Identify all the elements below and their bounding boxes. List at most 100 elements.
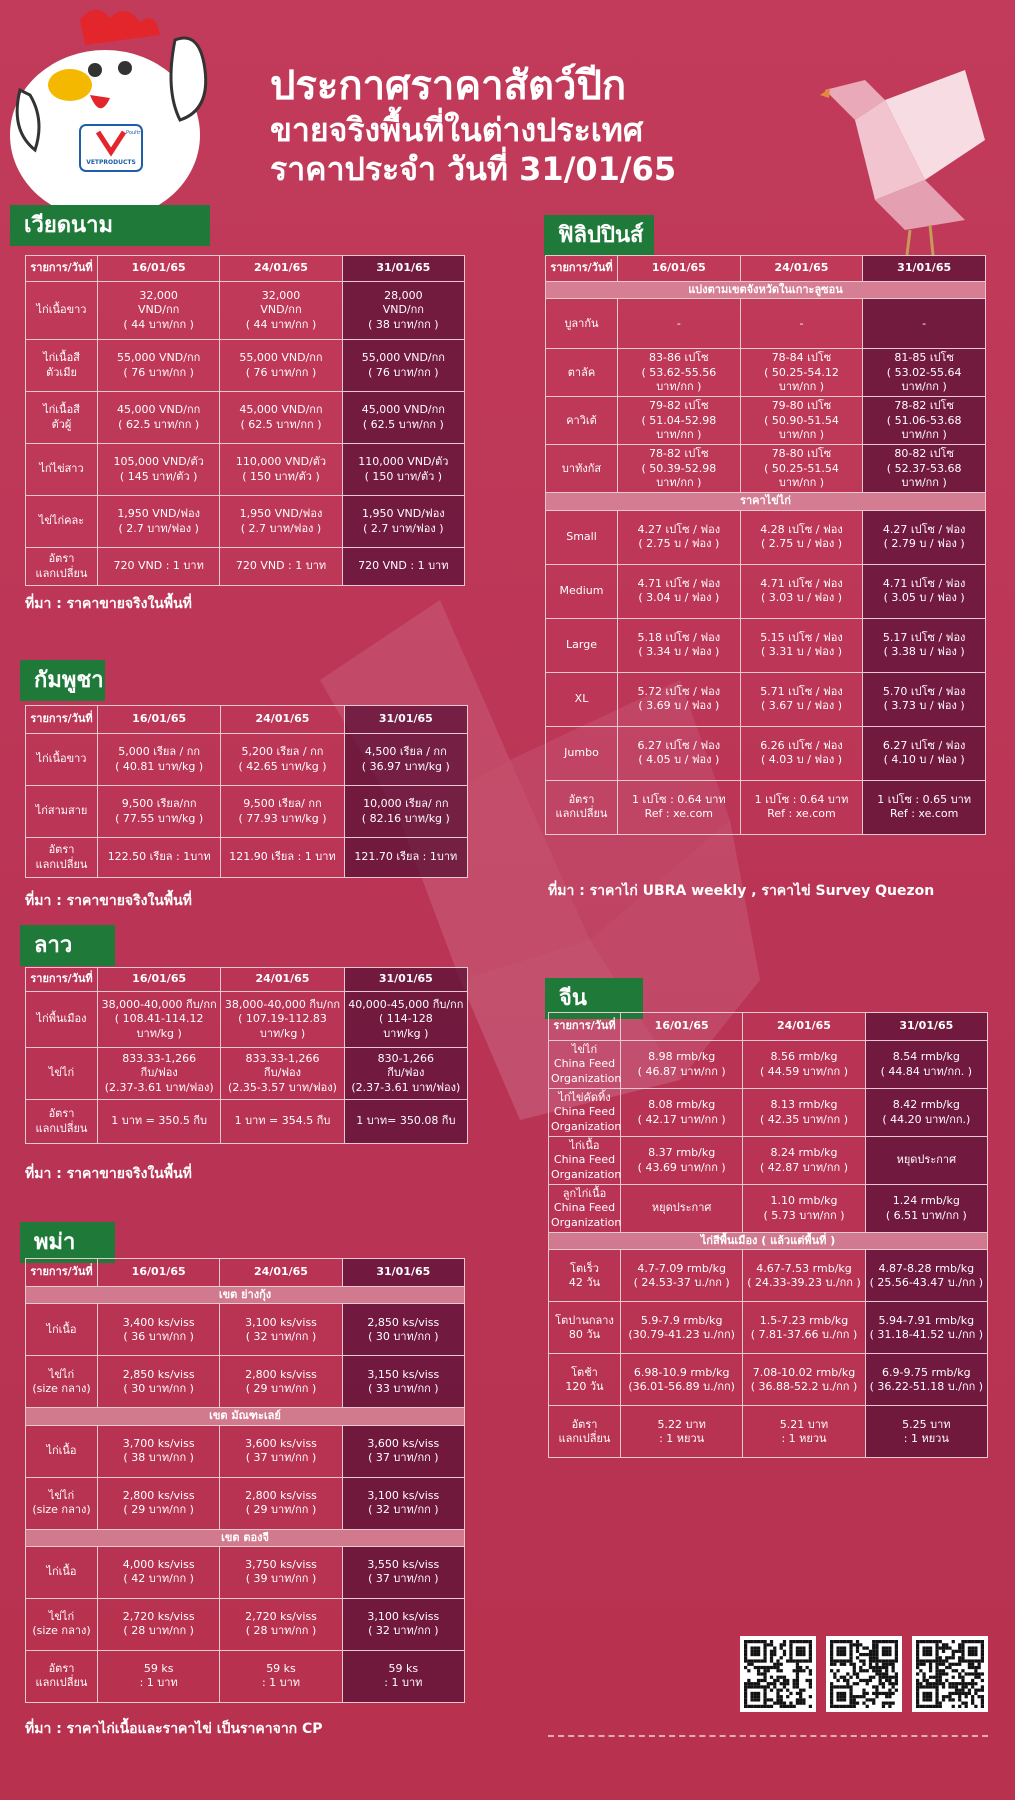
price-cell: 8.56 rmb/kg ( 44.59 บาท/กก ) — [742, 1040, 866, 1089]
table-row: ไก่เนื้อสี ตัวผู้ 45,000 VND/กก ( 62.5 บา… — [25, 391, 466, 444]
column-header: 31/01/65 — [341, 1258, 466, 1287]
zone-row: เขต ย่างกุ้ง — [25, 1285, 465, 1305]
section-label-myanmar: พม่า — [20, 1222, 115, 1263]
row-label: ไก่ไข่คัดทิ้ง China Feed Organization — [548, 1088, 621, 1137]
price-cell: 1,950 VND/ฟอง ( 2.7 บาท/ฟอง ) — [96, 495, 221, 548]
price-cell: 1 เปโซ : 0.64 บาท Ref : xe.com — [617, 779, 741, 835]
column-header: 24/01/65 — [739, 255, 864, 282]
price-cell: 4.71 เปโซ / ฟอง ( 3.05 บ / ฟอง ) — [862, 563, 986, 619]
table-row: ไก่ไข่คัดทิ้ง China Feed Organization 8.0… — [548, 1088, 989, 1137]
zone-row: ไก่สีพื้นเมือง ( แล้วแต่พื้นที่ ) — [548, 1231, 988, 1251]
price-cell: 1 เปโซ : 0.65 บาท Ref : xe.com — [862, 779, 986, 835]
price-cell: 5.15 เปโซ / ฟอง ( 3.31 บ / ฟอง ) — [739, 617, 864, 673]
price-cell: 5.70 เปโซ / ฟอง ( 3.73 บ / ฟอง ) — [862, 671, 986, 727]
price-cell: 9,500 เรียล/กก ( 77.55 บาท/kg ) — [96, 785, 222, 838]
price-cell: 110,000 VND/ตัว ( 150 บาท/ตัว ) — [219, 443, 343, 496]
zone-label: เขต ย่างกุ้ง — [25, 1285, 465, 1305]
price-cell: 9,500 เรียล/ กก ( 77.93 บาท/kg ) — [220, 785, 345, 838]
zone-row: แบ่งตามเขตจังหวัดในเกาะลูซอน — [545, 280, 986, 300]
price-cell: 1.10 rmb/kg ( 5.73 บาท/กก ) — [742, 1184, 866, 1233]
price-cell: 110,000 VND/ตัว ( 150 บาท/ตัว ) — [341, 443, 466, 496]
zone-label: แบ่งตามเขตจังหวัดในเกาะลูซอน — [545, 280, 986, 300]
column-header: รายการ/วันที่ — [545, 255, 618, 282]
column-header: 24/01/65 — [220, 967, 345, 992]
price-cell: 6.26 เปโซ / ฟอง ( 4.03 บ / ฟอง ) — [739, 725, 864, 781]
origami-chicken-icon — [820, 70, 985, 256]
column-header: รายการ/วันที่ — [548, 1012, 621, 1041]
line-qr-icon[interactable] — [912, 1636, 988, 1712]
price-cell: 45,000 VND/กก ( 62.5 บาท/กก ) — [341, 391, 466, 444]
price-cell: 4.87-8.28 rmb/kg ( 25.56-43.47 บ./กก ) — [864, 1249, 989, 1303]
price-cell: หยุดประกาศ — [619, 1184, 744, 1233]
price-cell: 4.71 เปโซ / ฟอง ( 3.04 บ / ฟอง ) — [617, 563, 741, 619]
price-cell: 5.72 เปโซ / ฟอง ( 3.69 บ / ฟอง ) — [617, 671, 741, 727]
price-cell: 3,750 ks/viss ( 39 บาท/กก ) — [219, 1545, 343, 1599]
price-cell: 833.33-1,266 กีบ/ฟอง (2.35-3.57 บาท/ฟอง) — [220, 1047, 345, 1100]
price-cell: 5,000 เรียล / กก ( 40.81 บาท/kg ) — [96, 733, 222, 786]
price-cell: 32,000 VND/กก ( 44 บาท/กก ) — [219, 281, 343, 340]
column-header: 16/01/65 — [617, 255, 741, 282]
zone-row: เขต มัณฑะเลย์ — [25, 1407, 465, 1426]
zone-row: ราคาไข่ไก่ — [545, 492, 986, 511]
row-label: ไข่ไก่ (size กลาง) — [25, 1476, 98, 1530]
price-cell: 122.50 เรียล : 1บาท — [96, 837, 222, 878]
column-header: 24/01/65 — [219, 1258, 343, 1287]
page-title: ประกาศราคาสัตว์ปีก ขายจริงพื้นที่ในต่างป… — [270, 62, 676, 189]
price-cell: 59 ks : 1 บาท — [341, 1649, 466, 1703]
vet-qr-icon[interactable] — [740, 1636, 816, 1712]
price-cell: 1 เปโซ : 0.64 บาท Ref : xe.com — [739, 779, 864, 835]
table-row: Large 5.18 เปโซ / ฟอง ( 3.34 บ / ฟอง ) 5.1… — [545, 617, 986, 673]
price-cell: 3,550 ks/viss ( 37 บาท/กก ) — [341, 1545, 466, 1599]
laos-source: ที่มา : ราคาขายจริงในพื้นที่ — [25, 1166, 192, 1182]
table-row: ไก่เนื้อ 4,000 ks/viss ( 42 บาท/กก ) 3,750… — [25, 1545, 466, 1599]
price-cell: 3,150 ks/viss ( 33 บาท/กก ) — [341, 1355, 466, 1409]
column-header: 16/01/65 — [96, 705, 222, 734]
price-cell: 8.42 rmb/kg ( 44.20 บาท/กก.) — [864, 1088, 989, 1137]
price-cell: 5.18 เปโซ / ฟอง ( 3.34 บ / ฟอง ) — [617, 617, 741, 673]
row-label: ไก่พื้นเมือง — [25, 991, 98, 1048]
price-cell: 1 บาท = 354.5 กีบ — [220, 1099, 345, 1144]
row-label: โตช้า 120 วัน — [548, 1353, 621, 1407]
price-cell: 1.24 rmb/kg ( 6.51 บาท/กก ) — [864, 1184, 989, 1233]
row-label: ไก่สามสาย — [25, 785, 98, 838]
price-cell: 5.9-7.9 rmb/kg (30.79-41.23 บ./กก) — [619, 1301, 744, 1355]
price-cell: 78-84 เปโซ ( 50.25-54.12 บาท/กก ) — [739, 348, 864, 398]
cambodia-source: ที่มา : ราคาขายจริงในพื้นที่ — [25, 893, 192, 909]
price-cell: 55,000 VND/กก ( 76 บาท/กก ) — [341, 339, 466, 392]
table-row: ตาลัค 83-86 เปโซ ( 53.62-55.56 บาท/กก ) 78… — [545, 348, 986, 398]
price-cell: 5.94-7.91 rmb/kg ( 31.18-41.52 บ./กก ) — [864, 1301, 989, 1355]
column-header: 16/01/65 — [619, 1012, 744, 1041]
price-cell: 6.98-10.9 rmb/kg (36.01-56.89 บ./กก) — [619, 1353, 744, 1407]
row-label: Small — [545, 509, 618, 565]
row-label: ไก่เนื้อ — [25, 1545, 98, 1599]
price-cell: 3,400 ks/viss ( 36 บาท/กก ) — [96, 1303, 221, 1357]
price-cell: - — [617, 298, 741, 350]
philippines-price-table: รายการ/วันที่ 16/01/65 24/01/65 31/01/65 แบ่… — [545, 255, 986, 835]
price-cell: 1 บาท= 350.08 กีบ — [343, 1099, 469, 1144]
price-cell: 6.9-9.75 rmb/kg ( 36.22-51.18 บ./กก ) — [864, 1353, 989, 1407]
row-label: ไก่เนื้อ — [25, 1303, 98, 1357]
table-row: Jumbo 6.27 เปโซ / ฟอง ( 4.05 บ / ฟอง ) 6.2… — [545, 725, 986, 781]
china-price-table: รายการ/วันที่ 16/01/65 24/01/65 31/01/65 ไข่… — [548, 1012, 989, 1459]
column-header: 24/01/65 — [742, 1012, 866, 1041]
section-label-cambodia: กัมพูชา — [20, 660, 105, 701]
section-label-laos: ลาว — [20, 925, 115, 966]
price-cell: 40,000-45,000 กีบ/กก ( 114-128 บาท/kg ) — [343, 991, 469, 1048]
column-header: รายการ/วันที่ — [25, 255, 98, 282]
price-cell: 38,000-40,000 กีบ/กก ( 108.41-114.12 บาท… — [96, 991, 222, 1048]
price-cell: 833.33-1,266 กีบ/ฟอง (2.37-3.61 บาท/ฟอง) — [96, 1047, 222, 1100]
row-label: ไข่ไก่ — [25, 1047, 98, 1100]
price-cell: 78-82 เปโซ ( 51.06-53.68 บาท/กก ) — [862, 396, 986, 446]
table-row: ไข่ไก่ (size กลาง) 2,800 ks/viss ( 29 บาท… — [25, 1476, 466, 1530]
facebook-qr-icon[interactable] — [826, 1636, 902, 1712]
price-cell: 8.98 rmb/kg ( 46.87 บาท/กก ) — [619, 1040, 744, 1089]
row-label: ไก่เนื้อ China Feed Organization — [548, 1136, 621, 1185]
price-cell: 105,000 VND/ตัว ( 145 บาท/ตัว ) — [96, 443, 221, 496]
table-row: อัตรา แลกเปลี่ยน 122.50 เรียล : 1บาท 121.9… — [25, 837, 469, 878]
table-row: โตปานกลาง 80 วัน 5.9-7.9 rmb/kg (30.79-41… — [548, 1301, 989, 1355]
price-cell: 8.54 rmb/kg ( 44.84 บาท/กก. ) — [864, 1040, 989, 1089]
row-label: ไข่ไก่ (size กลาง) — [25, 1597, 98, 1651]
row-label: ไก่เนื้อขาว — [25, 281, 98, 340]
section-label-philippines: ฟิลิปปินส์ — [544, 215, 654, 256]
